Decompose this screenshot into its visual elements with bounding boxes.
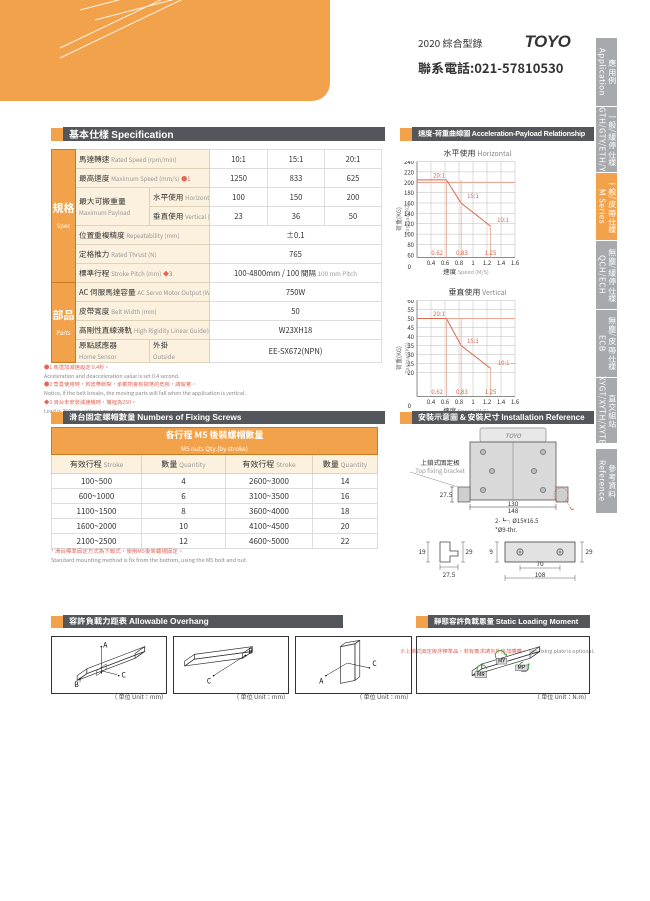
svg-text:B: B [74,679,79,689]
svg-text:0.4: 0.4 [427,397,436,406]
svg-text:140: 140 [404,209,415,218]
svg-text:C: C [372,658,377,668]
svg-text:TOYO: TOYO [505,431,522,440]
svg-text:1.6: 1.6 [511,397,520,406]
svg-text:速度 Speed (M/S): 速度 Speed (M/S) [442,266,489,276]
svg-text:1.25: 1.25 [485,387,497,396]
svg-text:1.25: 1.25 [485,248,497,257]
svg-text:C: C [207,675,212,685]
svg-text:40: 40 [407,332,414,341]
svg-text:Top fixing bracket: Top fixing bracket [415,466,465,475]
svg-text:15:1: 15:1 [467,336,479,345]
svg-text:1: 1 [471,258,474,267]
svg-text:60: 60 [407,251,414,260]
svg-text:0.4: 0.4 [427,258,436,267]
svg-text:15:1: 15:1 [467,191,479,200]
svg-text:200: 200 [404,178,415,187]
svg-text:108: 108 [535,569,546,579]
svg-text:240: 240 [404,161,415,166]
svg-text:20:1: 20:1 [433,171,445,180]
svg-text:19: 19 [418,546,426,556]
svg-text:0: 0 [408,401,412,410]
svg-text:B: B [248,645,253,655]
svg-text:0.83: 0.83 [456,387,468,396]
svg-text:0: 0 [408,262,412,271]
svg-text:0.62: 0.62 [431,387,443,396]
svg-text:10:1 —: 10:1 — [498,358,517,367]
svg-text:148: 148 [508,505,519,514]
svg-text:29: 29 [465,546,473,556]
svg-text:1.2: 1.2 [483,397,492,406]
svg-text:1.6: 1.6 [511,258,520,267]
svg-text:27.5: 27.5 [443,569,456,579]
svg-text:120: 120 [404,219,415,228]
svg-text:0.83: 0.83 [456,248,468,257]
svg-text:27.5: 27.5 [440,489,453,499]
svg-text:10:1: 10:1 [497,215,509,224]
svg-text:MY: MY [498,656,505,664]
svg-text:9: 9 [489,546,493,556]
svg-text:30: 30 [407,350,414,359]
svg-text:1.4: 1.4 [497,258,506,267]
svg-text:MR: MR [477,670,485,678]
svg-text:80: 80 [407,240,414,249]
svg-text:荷重(KG): 荷重(KG) [395,346,403,370]
svg-text:荷重(KG): 荷重(KG) [395,207,403,231]
svg-text:50: 50 [407,314,414,323]
svg-text:70: 70 [536,558,544,568]
svg-text:20: 20 [407,368,414,377]
svg-text:220: 220 [404,167,415,176]
svg-text:A: A [319,675,324,685]
svg-text:45: 45 [407,323,414,332]
svg-text:1: 1 [471,397,474,406]
svg-text:C: C [122,670,127,680]
svg-text:180: 180 [404,188,415,197]
svg-text:1.4: 1.4 [497,397,506,406]
svg-text:0.62: 0.62 [431,248,443,257]
svg-text:29: 29 [585,546,593,556]
svg-text:1.2: 1.2 [483,258,492,267]
svg-text:35: 35 [407,341,414,350]
svg-text:20:1: 20:1 [433,309,445,318]
svg-text:MP: MP [518,663,526,671]
svg-text:55: 55 [407,305,414,314]
svg-text:A: A [103,640,108,650]
svg-text:160: 160 [404,199,415,208]
svg-text:100: 100 [404,230,415,239]
svg-text:25: 25 [407,359,414,368]
